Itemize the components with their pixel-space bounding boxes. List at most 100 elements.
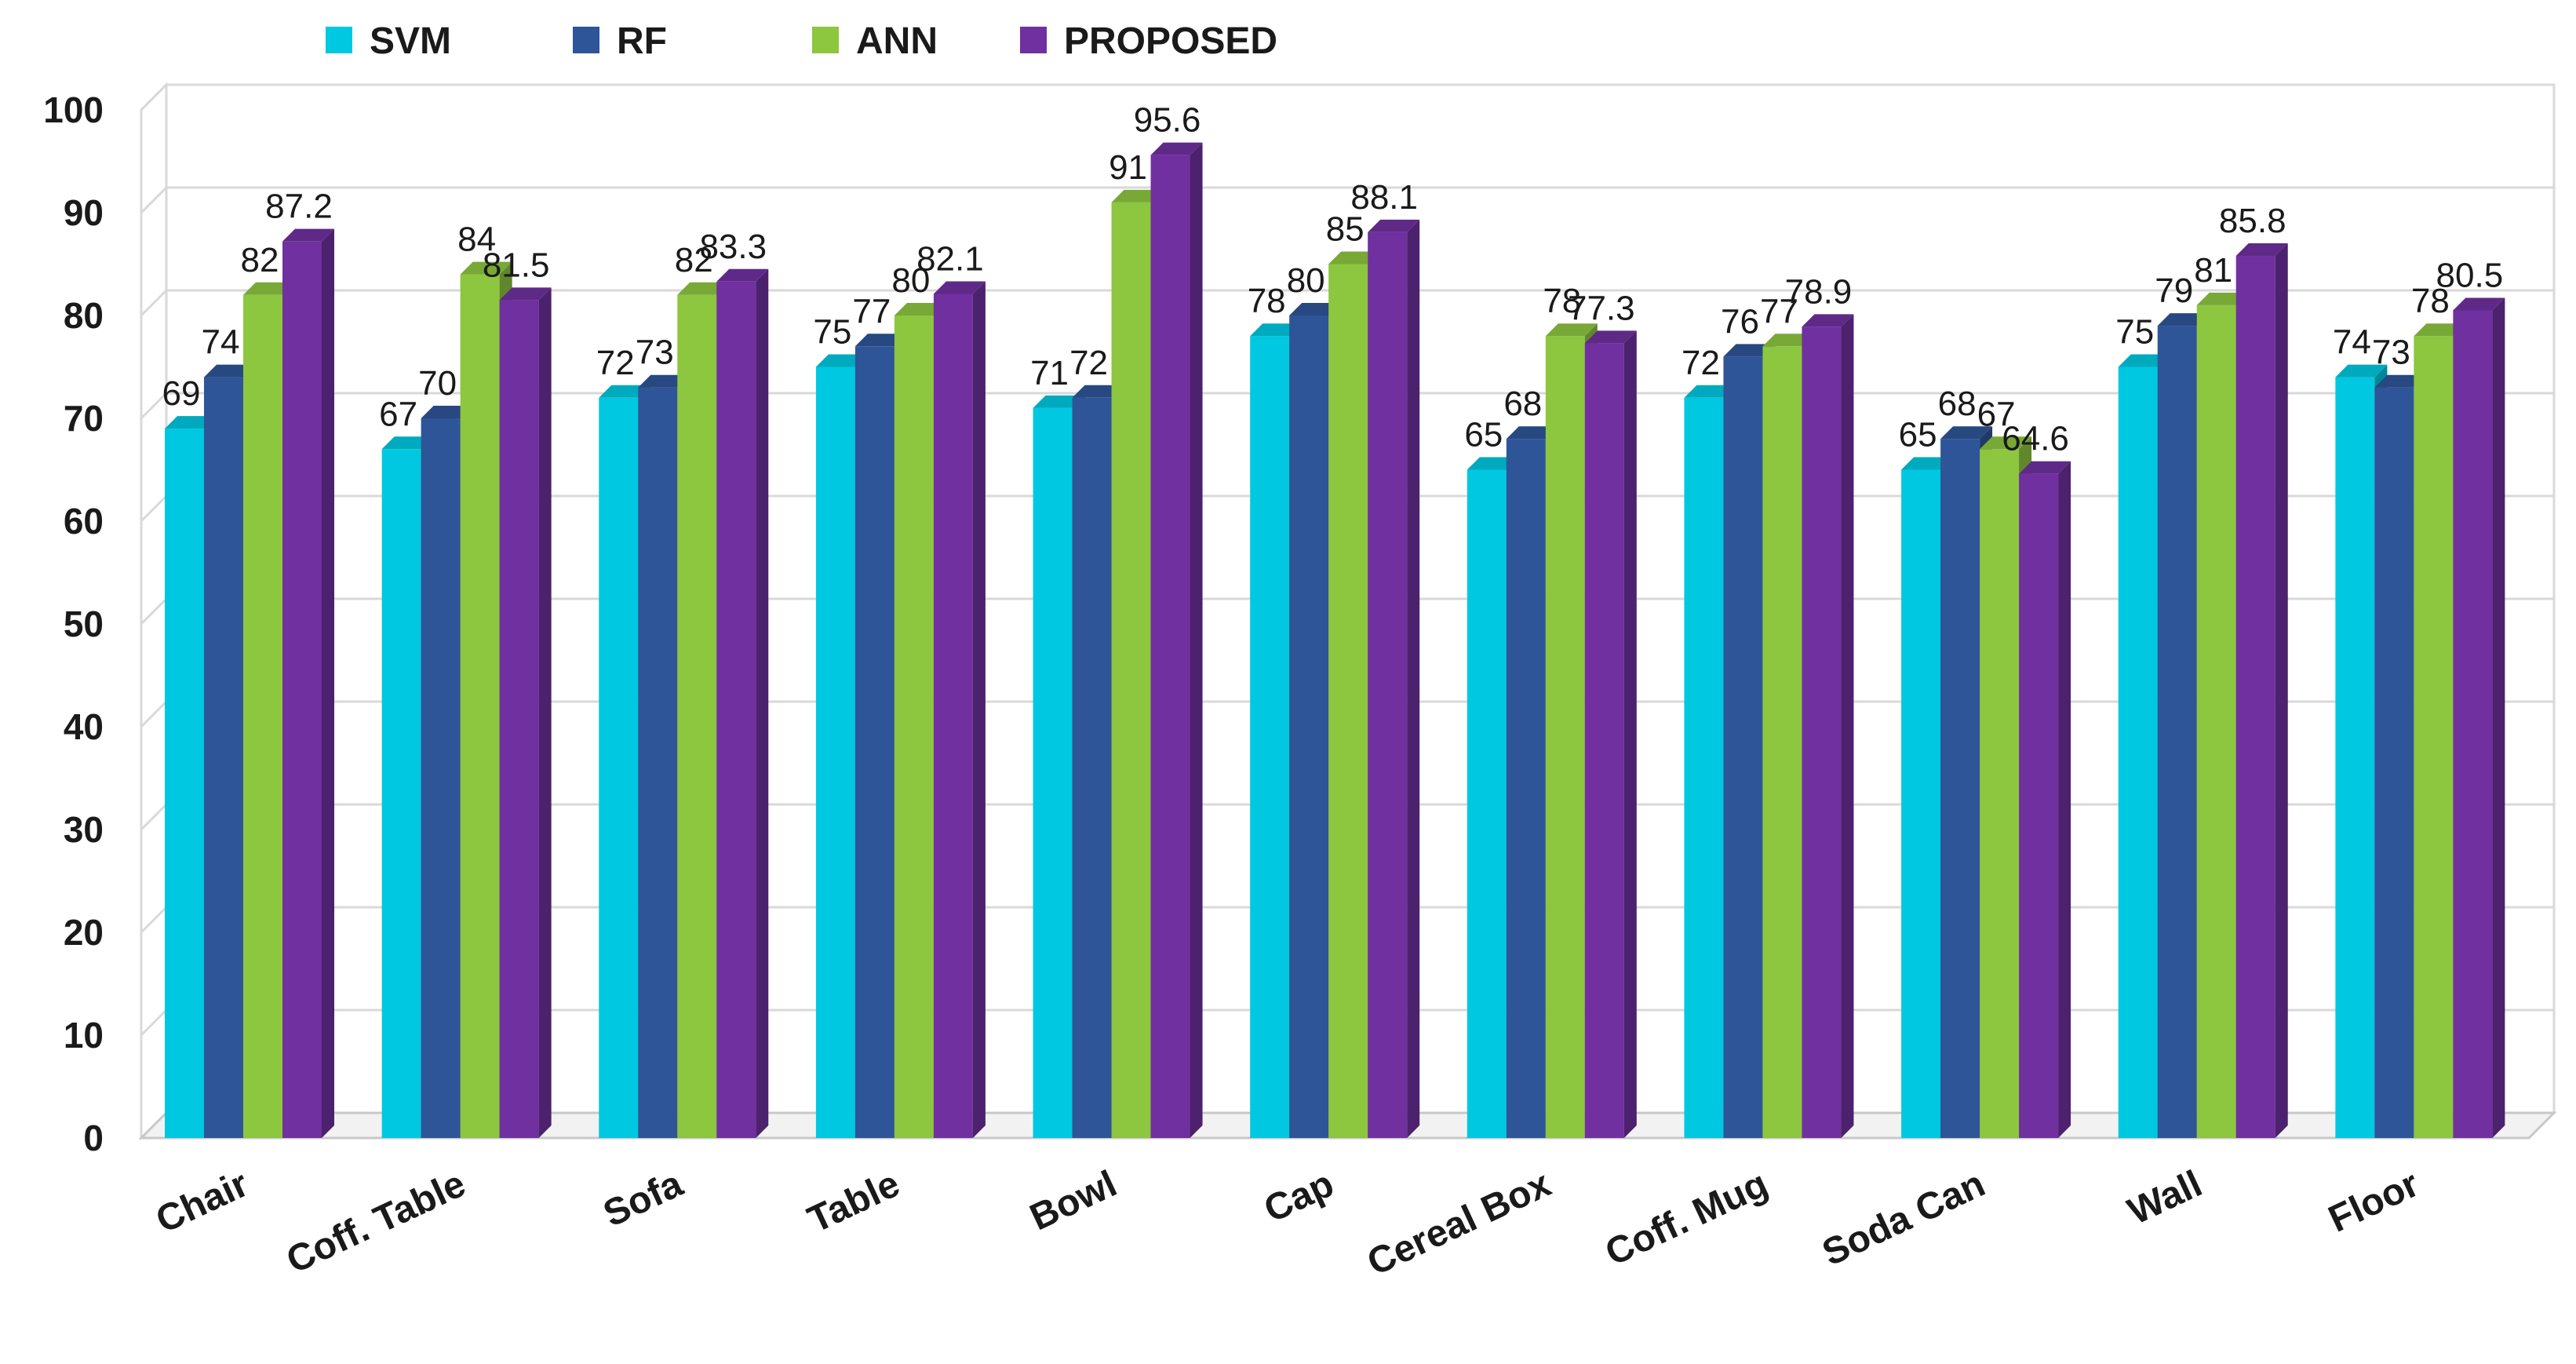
bar-side [2492,297,2505,1139]
bar-front [1584,343,1624,1138]
bar-front [2453,310,2493,1139]
data-label: 77 [1760,292,1798,330]
bar-top [2414,323,2466,337]
bar-front [1545,336,1585,1138]
bar-top [421,406,473,418]
data-label: 64.6 [2002,420,2069,458]
data-label: 74 [2333,323,2371,362]
bar-top [2235,243,2288,257]
x-tick-label: Chair [150,1163,255,1242]
y-tick-label: 80 [64,295,104,336]
bar-front [2335,377,2375,1139]
bar-front [2157,326,2197,1139]
bar-top [2453,297,2505,311]
x-tick-label: Floor [2323,1163,2425,1241]
bar-top [638,374,690,388]
data-label: 83.3 [699,228,767,266]
bar-top [460,261,512,275]
gridline [140,289,2554,317]
bar-proposed-sofa [716,268,769,1138]
legend-label: PROPOSED [1064,20,1277,62]
legend-item-proposed: PROPOSED [1020,20,1277,62]
data-label: 65 [1899,416,1937,454]
bar-top [2374,374,2427,388]
bar-side [2058,461,2071,1138]
bar-front [1940,439,1980,1138]
legend-item-rf: RF [573,20,667,62]
data-label: 77 [852,292,891,330]
bar-top [499,287,552,301]
bar-front [599,397,639,1138]
y-tick-label: 20 [64,912,104,953]
bar-top [1940,426,1993,439]
bar-front [1684,397,1724,1138]
data-label: 78.9 [1785,272,1853,311]
data-label: 71 [1030,354,1069,392]
bar-top [1584,330,1637,344]
data-label: 78 [1248,282,1286,320]
data-label: 87.2 [265,188,333,226]
bar-proposed-chair [282,228,334,1139]
gridline [140,186,2554,214]
data-label: 75 [2115,313,2154,352]
bar-top [1150,142,1203,155]
bar-top [165,416,217,429]
legend: SVM RF ANN PROPOSED [326,20,1277,62]
bar-proposed-bowl [1150,142,1203,1138]
data-label: 76 [1721,302,1759,341]
data-label: 73 [2372,334,2410,372]
bar-top [1901,457,1954,470]
bar-front [1033,407,1073,1138]
bar-front [1250,336,1290,1138]
legend-swatch [326,27,352,53]
bar-front [1901,469,1941,1138]
x-tick-label: Coff. Mug [1599,1163,1774,1275]
x-tick-label: Cereal Box [1361,1163,1558,1284]
data-label: 82.1 [916,239,984,278]
bar-side [1623,330,1637,1138]
bar-front [2374,387,2414,1138]
y-tick-label: 40 [64,706,104,747]
bar-front [1111,202,1151,1138]
bar-proposed-soda-can [2019,461,2071,1138]
data-label: 72 [1682,344,1720,382]
x-tick-label: Bowl [1024,1163,1123,1238]
bar-top [1723,344,1776,357]
data-label: 81.5 [483,246,550,284]
bar-top [2019,461,2071,474]
data-label: 69 [162,374,201,413]
data-label: 88.1 [1350,178,1418,217]
legend-label: ANN [856,20,938,62]
bar-top [282,228,334,242]
y-tick-label: 10 [64,1015,104,1056]
data-label: 75 [813,313,851,352]
bar-top [1289,303,1342,315]
bar-proposed-coff-table [499,287,552,1139]
bar-front [460,274,500,1139]
bar-top [1545,323,1598,337]
bar-top [1328,251,1381,264]
bar-front [2019,473,2059,1138]
data-label: 74 [202,323,240,362]
bar-front [1723,356,1763,1138]
data-label: 80 [891,261,930,300]
data-label: 81 [2194,251,2232,290]
bar-front [1328,264,1368,1138]
bar-side [322,228,334,1139]
bar-top [1072,385,1124,398]
x-tick-label: Coff. Table [280,1163,472,1282]
y-axis: 0 10 20 30 40 50 60 70 80 90 100 [43,89,104,1158]
data-label: 85 [1326,210,1365,249]
bar-front [165,429,204,1138]
bar-side [1407,219,1420,1138]
bar-side [756,268,769,1138]
x-tick-label: Table [802,1163,906,1242]
legend-item-ann: ANN [812,20,938,62]
legend-label: RF [617,20,667,62]
bar-top [677,282,730,295]
bar-side [1190,142,1203,1138]
bar-front [1368,232,1408,1138]
bar-front [2414,336,2454,1138]
x-tick-label: Wall [2122,1163,2208,1233]
